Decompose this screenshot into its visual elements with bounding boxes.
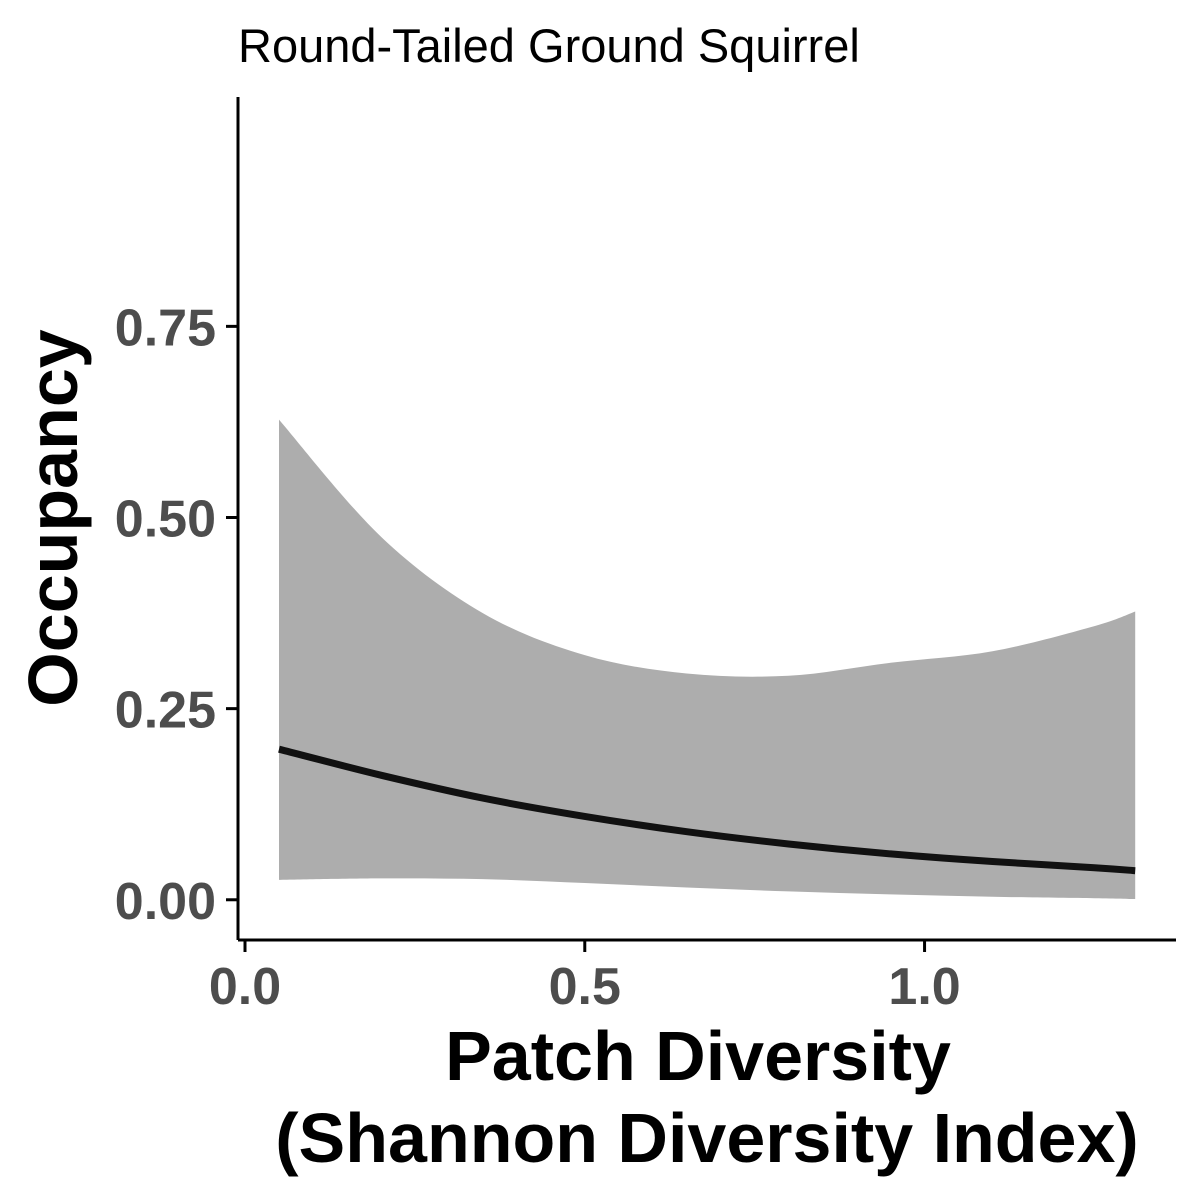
y-tick-label: 0.50	[115, 491, 216, 549]
x-axis-title-line-1: Patch Diversity	[445, 1017, 951, 1095]
confidence-band-layer	[279, 419, 1136, 899]
y-axis-ticks: 0.00 0.25 0.50 0.75	[115, 299, 238, 931]
y-tick-label: 0.25	[115, 682, 216, 740]
x-tick-label: 0.5	[549, 958, 621, 1016]
fit-line-layer	[278, 745, 1136, 875]
chart-title: Round-Tailed Ground Squirrel	[238, 19, 860, 72]
x-axis-title-line-2: (Shannon Diversity Index)	[275, 1099, 1138, 1177]
y-axis-title: Occupancy	[14, 329, 92, 706]
occupancy-fit-line	[278, 745, 1136, 875]
y-tick-label: 0.75	[115, 299, 216, 357]
confidence-band	[279, 419, 1136, 899]
x-tick-label: 1.0	[888, 958, 960, 1016]
x-axis-ticks: 0.0 0.5 1.0	[209, 940, 961, 1016]
y-tick-label: 0.00	[115, 873, 216, 931]
x-tick-label: 0.0	[209, 958, 281, 1016]
